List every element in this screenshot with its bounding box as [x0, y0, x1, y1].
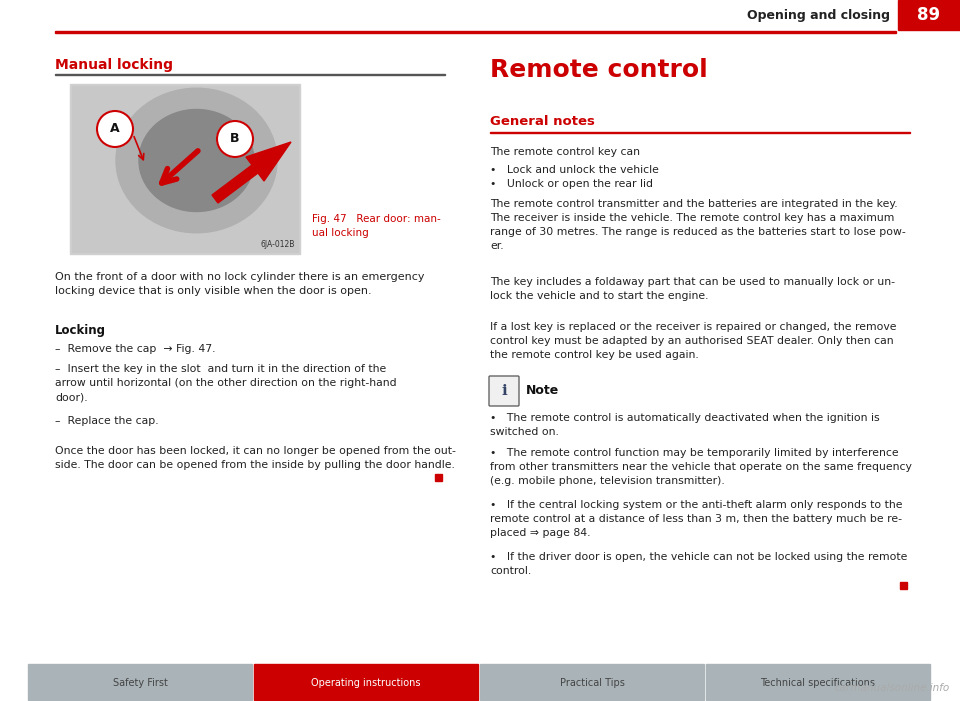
Bar: [480, 664, 704, 700]
Text: –  Remove the cap  → Fig. 47.: – Remove the cap → Fig. 47.: [55, 344, 215, 354]
Text: Practical Tips: Practical Tips: [560, 678, 624, 688]
Text: •   If the driver door is open, the vehicle can not be locked using the remote
c: • If the driver door is open, the vehicl…: [490, 552, 907, 576]
Text: i: i: [501, 384, 507, 398]
Text: •   The remote control function may be temporarily limited by interference
from : • The remote control function may be tem…: [490, 448, 912, 486]
Text: •   Unlock or open the rear lid: • Unlock or open the rear lid: [490, 179, 653, 189]
Text: General notes: General notes: [490, 115, 595, 128]
Text: ual locking: ual locking: [312, 228, 369, 238]
Text: Technical specifications: Technical specifications: [760, 678, 876, 688]
Bar: [28, 664, 252, 700]
Bar: [706, 664, 930, 700]
Text: B: B: [230, 132, 240, 146]
Text: side. The door can be opened from the inside by pulling the door handle.: side. The door can be opened from the in…: [55, 460, 455, 470]
Circle shape: [217, 121, 253, 157]
Text: Locking: Locking: [55, 324, 106, 337]
Ellipse shape: [139, 109, 254, 212]
Circle shape: [97, 111, 133, 147]
Bar: [70, 84, 300, 254]
Text: –  Replace the cap.: – Replace the cap.: [55, 416, 158, 426]
Text: Fig. 47   Rear door: man-: Fig. 47 Rear door: man-: [312, 214, 441, 224]
Text: Operating instructions: Operating instructions: [311, 678, 420, 688]
Text: Safety First: Safety First: [112, 678, 167, 688]
Text: Remote control: Remote control: [490, 58, 708, 82]
Text: Opening and closing: Opening and closing: [747, 8, 890, 22]
Text: The remote control key can: The remote control key can: [490, 147, 640, 157]
Text: On the front of a door with no lock cylinder there is an emergency
locking devic: On the front of a door with no lock cyli…: [55, 272, 424, 296]
Bar: [55, 74, 445, 75]
Bar: [490, 132, 910, 133]
Text: 6JA-012B: 6JA-012B: [260, 240, 295, 249]
Text: •   Lock and unlock the vehicle: • Lock and unlock the vehicle: [490, 165, 659, 175]
Bar: [435, 474, 442, 481]
Bar: [254, 664, 478, 700]
Text: The remote control transmitter and the batteries are integrated in the key.
The : The remote control transmitter and the b…: [490, 199, 905, 251]
Text: A: A: [110, 123, 120, 135]
Text: Manual locking: Manual locking: [55, 58, 173, 72]
FancyArrow shape: [212, 142, 291, 203]
Text: 89: 89: [918, 6, 941, 24]
Bar: [900, 582, 907, 589]
Text: carmanualsonline.info: carmanualsonline.info: [835, 683, 950, 693]
Text: If a lost key is replaced or the receiver is repaired or changed, the remove
con: If a lost key is replaced or the receive…: [490, 322, 897, 360]
Text: •   If the central locking system or the anti-theft alarm only responds to the
r: • If the central locking system or the a…: [490, 500, 902, 538]
Text: –  Insert the key in the slot  and turn it in the direction of the
arrow until h: – Insert the key in the slot and turn it…: [55, 364, 396, 402]
Text: Note: Note: [526, 385, 560, 397]
FancyBboxPatch shape: [489, 376, 519, 406]
Bar: [55, 31, 896, 32]
Text: •   The remote control is automatically deactivated when the ignition is
switche: • The remote control is automatically de…: [490, 413, 879, 437]
Ellipse shape: [116, 88, 277, 233]
Text: The key includes a foldaway part that can be used to manually lock or un-
lock t: The key includes a foldaway part that ca…: [490, 277, 895, 301]
Text: Once the door has been locked, it can no longer be opened from the out-: Once the door has been locked, it can no…: [55, 446, 456, 456]
Bar: [898, 0, 960, 30]
Bar: [72, 86, 298, 252]
